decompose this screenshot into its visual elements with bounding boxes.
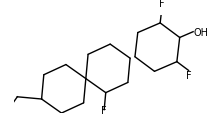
Text: F: F: [159, 0, 165, 9]
Text: F: F: [186, 71, 191, 81]
Text: F: F: [101, 105, 107, 115]
Text: OH: OH: [193, 27, 208, 37]
